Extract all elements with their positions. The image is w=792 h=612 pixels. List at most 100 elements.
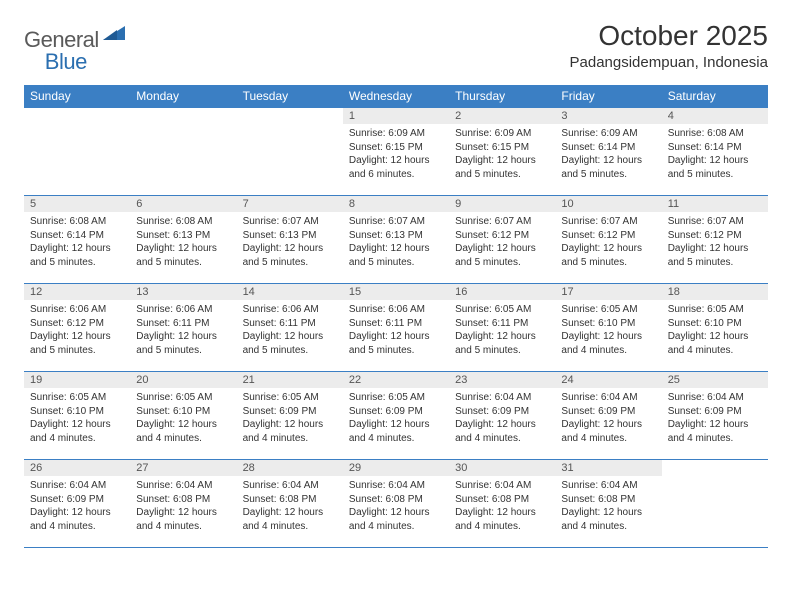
daylight-text: Daylight: 12 hours and 5 minutes. xyxy=(455,242,549,269)
day-number: 21 xyxy=(237,372,343,388)
daylight-text: Daylight: 12 hours and 4 minutes. xyxy=(668,418,762,445)
calendar-day-cell: 9Sunrise: 6:07 AMSunset: 6:12 PMDaylight… xyxy=(449,196,555,284)
sunrise-text: Sunrise: 6:06 AM xyxy=(349,303,443,317)
daylight-text: Daylight: 12 hours and 5 minutes. xyxy=(243,330,337,357)
day-number: 11 xyxy=(662,196,768,212)
sunrise-text: Sunrise: 6:04 AM xyxy=(30,479,124,493)
day-number: 16 xyxy=(449,284,555,300)
day-details: Sunrise: 6:04 AMSunset: 6:09 PMDaylight:… xyxy=(555,388,661,449)
daylight-text: Daylight: 12 hours and 4 minutes. xyxy=(30,506,124,533)
calendar-day-cell: 5Sunrise: 6:08 AMSunset: 6:14 PMDaylight… xyxy=(24,196,130,284)
day-details: Sunrise: 6:06 AMSunset: 6:11 PMDaylight:… xyxy=(130,300,236,361)
day-number: 10 xyxy=(555,196,661,212)
sunrise-text: Sunrise: 6:07 AM xyxy=(349,215,443,229)
day-number: 28 xyxy=(237,460,343,476)
day-number: 3 xyxy=(555,108,661,124)
sunrise-text: Sunrise: 6:04 AM xyxy=(349,479,443,493)
day-details: Sunrise: 6:07 AMSunset: 6:13 PMDaylight:… xyxy=(343,212,449,273)
calendar-day-cell: 30Sunrise: 6:04 AMSunset: 6:08 PMDayligh… xyxy=(449,460,555,548)
sunset-text: Sunset: 6:12 PM xyxy=(30,317,124,331)
sunrise-text: Sunrise: 6:04 AM xyxy=(455,479,549,493)
sunset-text: Sunset: 6:09 PM xyxy=(243,405,337,419)
title-block: October 2025 Padangsidempuan, Indonesia xyxy=(570,20,769,71)
daylight-text: Daylight: 12 hours and 4 minutes. xyxy=(136,418,230,445)
daylight-text: Daylight: 12 hours and 6 minutes. xyxy=(349,154,443,181)
daylight-text: Daylight: 12 hours and 4 minutes. xyxy=(349,506,443,533)
calendar-day-cell: 26Sunrise: 6:04 AMSunset: 6:09 PMDayligh… xyxy=(24,460,130,548)
day-details: Sunrise: 6:06 AMSunset: 6:11 PMDaylight:… xyxy=(237,300,343,361)
daylight-text: Daylight: 12 hours and 5 minutes. xyxy=(561,242,655,269)
day-details: Sunrise: 6:04 AMSunset: 6:08 PMDaylight:… xyxy=(237,476,343,537)
sunrise-text: Sunrise: 6:05 AM xyxy=(561,303,655,317)
day-details: Sunrise: 6:04 AMSunset: 6:09 PMDaylight:… xyxy=(662,388,768,449)
sunrise-text: Sunrise: 6:05 AM xyxy=(243,391,337,405)
day-number: 22 xyxy=(343,372,449,388)
weekday-header: Sunday xyxy=(24,85,130,108)
daylight-text: Daylight: 12 hours and 5 minutes. xyxy=(349,242,443,269)
daylight-text: Daylight: 12 hours and 4 minutes. xyxy=(561,506,655,533)
day-details: Sunrise: 6:09 AMSunset: 6:14 PMDaylight:… xyxy=(555,124,661,185)
day-number: 14 xyxy=(237,284,343,300)
sunrise-text: Sunrise: 6:05 AM xyxy=(349,391,443,405)
sunset-text: Sunset: 6:11 PM xyxy=(243,317,337,331)
day-details: Sunrise: 6:07 AMSunset: 6:12 PMDaylight:… xyxy=(662,212,768,273)
sunrise-text: Sunrise: 6:06 AM xyxy=(243,303,337,317)
calendar-day-cell: 11Sunrise: 6:07 AMSunset: 6:12 PMDayligh… xyxy=(662,196,768,284)
day-details: Sunrise: 6:05 AMSunset: 6:09 PMDaylight:… xyxy=(237,388,343,449)
calendar-day-cell: 2Sunrise: 6:09 AMSunset: 6:15 PMDaylight… xyxy=(449,108,555,196)
day-details: Sunrise: 6:09 AMSunset: 6:15 PMDaylight:… xyxy=(343,124,449,185)
sunset-text: Sunset: 6:13 PM xyxy=(136,229,230,243)
weekday-header-row: Sunday Monday Tuesday Wednesday Thursday… xyxy=(24,85,768,108)
sunset-text: Sunset: 6:09 PM xyxy=(561,405,655,419)
sunrise-text: Sunrise: 6:08 AM xyxy=(136,215,230,229)
day-details: Sunrise: 6:07 AMSunset: 6:12 PMDaylight:… xyxy=(449,212,555,273)
sunrise-text: Sunrise: 6:08 AM xyxy=(668,127,762,141)
daylight-text: Daylight: 12 hours and 5 minutes. xyxy=(30,330,124,357)
daylight-text: Daylight: 12 hours and 5 minutes. xyxy=(30,242,124,269)
calendar-day-cell: 27Sunrise: 6:04 AMSunset: 6:08 PMDayligh… xyxy=(130,460,236,548)
sunrise-text: Sunrise: 6:04 AM xyxy=(561,479,655,493)
day-number: 26 xyxy=(24,460,130,476)
brand-blue: Blue xyxy=(45,49,87,75)
weekday-header: Friday xyxy=(555,85,661,108)
sunset-text: Sunset: 6:08 PM xyxy=(349,493,443,507)
sunrise-text: Sunrise: 6:04 AM xyxy=(136,479,230,493)
day-number: 4 xyxy=(662,108,768,124)
daylight-text: Daylight: 12 hours and 4 minutes. xyxy=(349,418,443,445)
calendar-day-cell xyxy=(24,108,130,196)
day-details: Sunrise: 6:05 AMSunset: 6:09 PMDaylight:… xyxy=(343,388,449,449)
day-details: Sunrise: 6:06 AMSunset: 6:12 PMDaylight:… xyxy=(24,300,130,361)
daylight-text: Daylight: 12 hours and 4 minutes. xyxy=(455,506,549,533)
day-number: 19 xyxy=(24,372,130,388)
sunset-text: Sunset: 6:09 PM xyxy=(455,405,549,419)
sunrise-text: Sunrise: 6:09 AM xyxy=(561,127,655,141)
day-details: Sunrise: 6:05 AMSunset: 6:10 PMDaylight:… xyxy=(130,388,236,449)
calendar-day-cell: 8Sunrise: 6:07 AMSunset: 6:13 PMDaylight… xyxy=(343,196,449,284)
sunset-text: Sunset: 6:10 PM xyxy=(136,405,230,419)
day-number: 15 xyxy=(343,284,449,300)
day-details: Sunrise: 6:05 AMSunset: 6:10 PMDaylight:… xyxy=(555,300,661,361)
calendar-day-cell xyxy=(662,460,768,548)
sunset-text: Sunset: 6:11 PM xyxy=(455,317,549,331)
sunset-text: Sunset: 6:15 PM xyxy=(349,141,443,155)
daylight-text: Daylight: 12 hours and 4 minutes. xyxy=(243,506,337,533)
sunset-text: Sunset: 6:12 PM xyxy=(561,229,655,243)
daylight-text: Daylight: 12 hours and 5 minutes. xyxy=(561,154,655,181)
day-details: Sunrise: 6:04 AMSunset: 6:09 PMDaylight:… xyxy=(449,388,555,449)
calendar-table: Sunday Monday Tuesday Wednesday Thursday… xyxy=(24,85,768,548)
weekday-header: Saturday xyxy=(662,85,768,108)
sunset-text: Sunset: 6:09 PM xyxy=(349,405,443,419)
sunrise-text: Sunrise: 6:05 AM xyxy=(668,303,762,317)
day-details: Sunrise: 6:04 AMSunset: 6:08 PMDaylight:… xyxy=(343,476,449,537)
day-details: Sunrise: 6:09 AMSunset: 6:15 PMDaylight:… xyxy=(449,124,555,185)
sunrise-text: Sunrise: 6:06 AM xyxy=(30,303,124,317)
sunset-text: Sunset: 6:15 PM xyxy=(455,141,549,155)
day-number: 5 xyxy=(24,196,130,212)
day-details: Sunrise: 6:08 AMSunset: 6:13 PMDaylight:… xyxy=(130,212,236,273)
calendar-week-row: 19Sunrise: 6:05 AMSunset: 6:10 PMDayligh… xyxy=(24,372,768,460)
daylight-text: Daylight: 12 hours and 5 minutes. xyxy=(243,242,337,269)
daylight-text: Daylight: 12 hours and 4 minutes. xyxy=(136,506,230,533)
sunrise-text: Sunrise: 6:08 AM xyxy=(30,215,124,229)
sunrise-text: Sunrise: 6:06 AM xyxy=(136,303,230,317)
day-number: 17 xyxy=(555,284,661,300)
